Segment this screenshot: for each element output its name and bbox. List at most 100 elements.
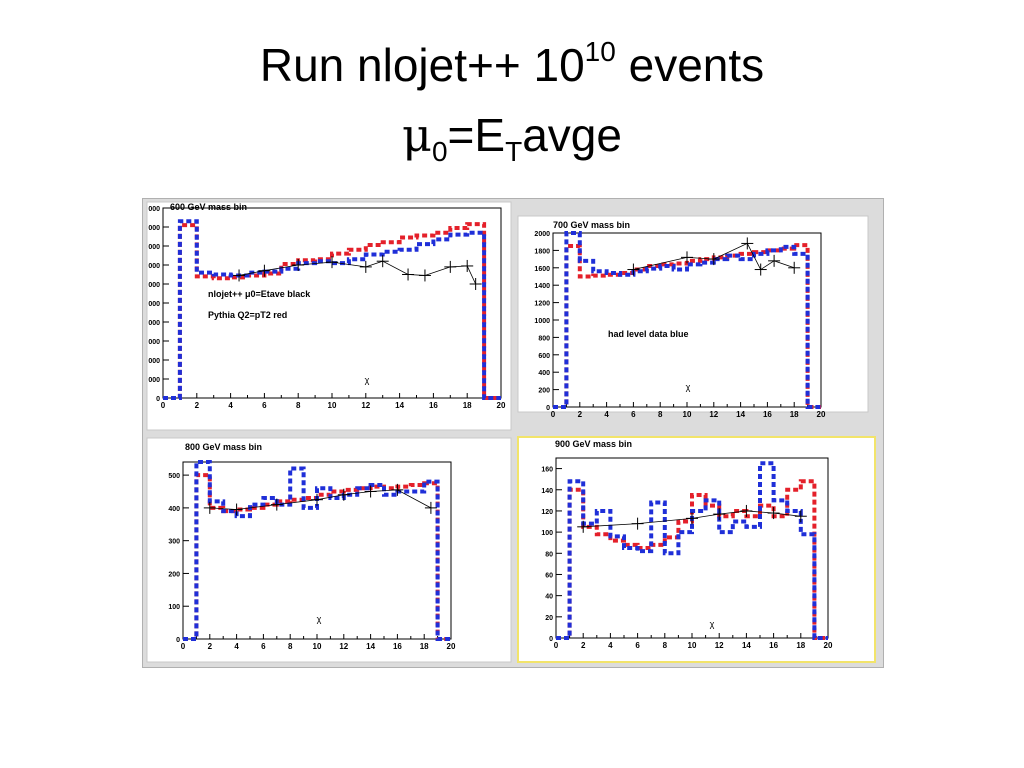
x-tick-label: 14 <box>395 401 404 410</box>
x-tick-label: 0 <box>161 401 166 410</box>
title-avge: avge <box>522 109 622 161</box>
y-tick-label: 100 <box>541 530 553 537</box>
y-tick-label: 0 <box>549 636 553 643</box>
y-tick-label: 140 <box>541 488 553 495</box>
plot-frame <box>555 457 829 639</box>
title-text: Run nlojet++ 10 <box>259 39 585 91</box>
title-mu: μ <box>402 108 432 162</box>
x-tick-label: 14 <box>742 641 751 650</box>
x-tick-label: 18 <box>463 401 472 410</box>
chart-title: 600 GeV mass bin <box>170 202 247 212</box>
y-tick-label: 200 <box>538 388 550 395</box>
y-tick-label: 1800 <box>534 248 550 255</box>
x-tick-label: 6 <box>635 641 640 650</box>
chart-title: 700 GeV mass bin <box>553 220 630 230</box>
x-tick-label: 6 <box>262 401 267 410</box>
title-mu-sub: 0 <box>431 136 448 168</box>
x-tick-label: 8 <box>296 401 301 410</box>
y-tick-label: 20 <box>545 615 553 622</box>
x-tick-label: 20 <box>447 642 456 651</box>
x-tick-label: 16 <box>393 642 402 651</box>
x-tick-label: 2 <box>208 642 213 651</box>
y-tick-label: 300 <box>168 539 180 546</box>
x-tick-label: 4 <box>228 401 233 410</box>
data-histogram <box>553 231 821 409</box>
x-tick-label: 6 <box>261 642 266 651</box>
annotation: had level data blue <box>608 329 689 339</box>
y-tick-label: 1600 <box>534 266 550 273</box>
x-tick-label: 16 <box>769 641 778 650</box>
y-tick-label: 600 <box>538 353 550 360</box>
chart-1: 0 2 4 6 8 10 12 14 16 18 2000000000000000000000000… <box>146 201 512 431</box>
chart-title: 900 GeV mass bin <box>555 439 632 449</box>
y-tick-label: 100 <box>168 604 180 611</box>
y-tick-label: 40 <box>545 594 553 601</box>
x-tick-label: 8 <box>288 642 293 651</box>
nlojet-line <box>583 510 801 528</box>
x-tick-label: 16 <box>429 401 438 410</box>
title-t-sub: T <box>505 136 523 168</box>
x-tick-label: 12 <box>339 642 348 651</box>
x-tick-label: 0 <box>551 410 556 419</box>
y-tick-label: 400 <box>538 370 550 377</box>
y-tick-label: 800 <box>538 335 550 342</box>
x-tick-label: 18 <box>796 641 805 650</box>
x-tick-label: 10 <box>688 641 697 650</box>
x-tick-label: 18 <box>420 642 429 651</box>
slide-title-line-1: Run nlojet++ 1010 events <box>0 37 1024 91</box>
x-tick-label: 10 <box>313 642 322 651</box>
x-tick-label: 14 <box>736 410 745 419</box>
y-tick-label: 0 <box>176 637 180 644</box>
data-histogram <box>556 461 828 640</box>
y-tick-label: 000 <box>148 225 160 232</box>
x-tick-label: 16 <box>763 410 772 419</box>
y-tick-label: 000 <box>148 301 160 308</box>
x-tick-label: 4 <box>234 642 239 651</box>
chart-4: 0 2 4 6 8 10 12 14 16 18 20 0 20 40 60 80 100 120 140 160 90… <box>517 436 876 663</box>
y-tick-label: 000 <box>148 206 160 213</box>
y-tick-label: 000 <box>148 282 160 289</box>
x-tick-label: 0 <box>181 642 186 651</box>
chart-title: 800 GeV mass bin <box>185 442 262 452</box>
x-tick-label: 4 <box>604 410 609 419</box>
x-tick-label: 0 <box>554 641 559 650</box>
y-tick-label: 000 <box>148 263 160 270</box>
x-tick-label: 8 <box>663 641 668 650</box>
slide-title-line-2: μ0=ETavge <box>0 109 1024 166</box>
y-tick-label: 000 <box>148 320 160 327</box>
x-tick-label: 12 <box>361 401 370 410</box>
nlojet-line <box>209 489 432 510</box>
y-tick-label: 160 <box>541 467 553 474</box>
y-tick-label: 0 <box>546 405 550 412</box>
annotation: Pythia Q2=pT2 red <box>208 310 287 320</box>
x-tick-label: 4 <box>608 641 613 650</box>
x-tick-label: 8 <box>658 410 663 419</box>
y-tick-label: 000 <box>148 339 160 346</box>
x-tick-label: 2 <box>195 401 200 410</box>
title-exponent: 10 <box>584 35 616 67</box>
pythia-histogram <box>556 479 828 640</box>
y-tick-label: 1200 <box>534 301 550 308</box>
x-tick-label: 10 <box>683 410 692 419</box>
title-suffix: events <box>615 39 765 91</box>
y-tick-label: 000 <box>148 244 160 251</box>
x-tick-label: 12 <box>715 641 724 650</box>
nlojet-line <box>633 242 795 271</box>
x-tick-label: 2 <box>581 641 586 650</box>
x-tick-label: 20 <box>817 410 826 419</box>
x-tick-label: 14 <box>366 642 375 651</box>
x-tick-label: 2 <box>578 410 583 419</box>
x-axis-label: χ <box>710 619 715 629</box>
y-tick-label: 0 <box>156 396 160 403</box>
y-tick-label: 400 <box>168 506 180 513</box>
x-tick-label: 12 <box>709 410 718 419</box>
y-tick-label: 2000 <box>534 231 550 238</box>
y-tick-label: 1400 <box>534 283 550 290</box>
y-tick-label: 60 <box>545 572 553 579</box>
y-tick-label: 000 <box>148 358 160 365</box>
x-tick-label: 20 <box>824 641 833 650</box>
x-axis-label: χ <box>317 614 322 624</box>
y-tick-label: 200 <box>168 571 180 578</box>
